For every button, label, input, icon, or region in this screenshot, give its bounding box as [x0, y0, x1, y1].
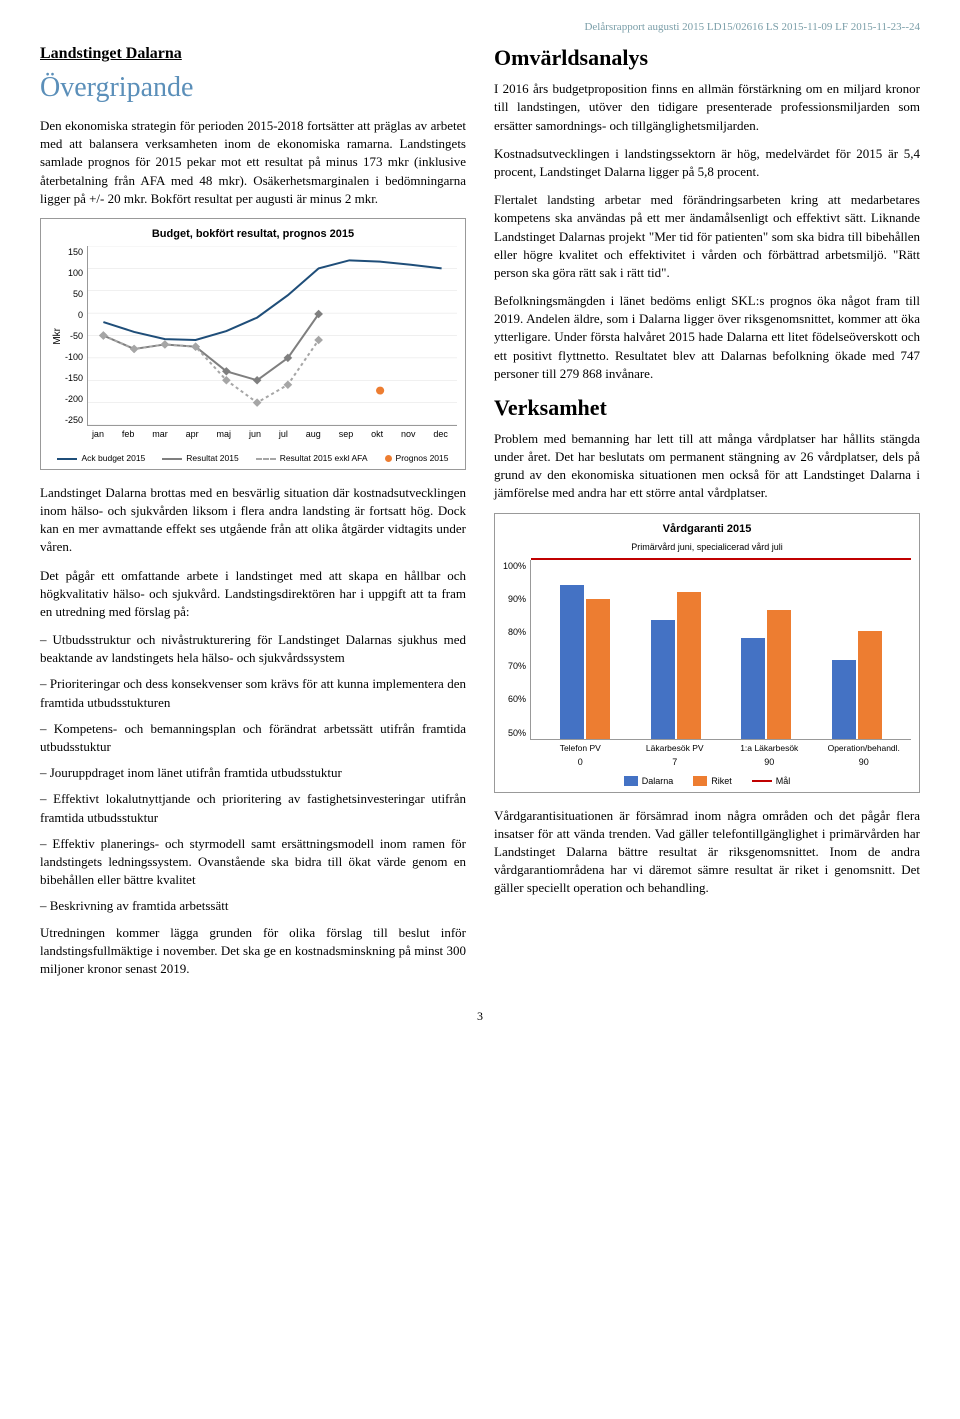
- x-categories: Telefon PVLäkarbesök PV1:a LäkarbesökOpe…: [533, 743, 911, 755]
- bullet: – Jouruppdraget inom länet utifrån framt…: [40, 764, 466, 782]
- paragraph: Kostnadsutvecklingen i landstingssektorn…: [494, 145, 920, 181]
- two-column-layout: Landstinget Dalarna Övergripande Den eko…: [40, 43, 920, 988]
- bullet: – Prioriteringar och dess konsekvenser s…: [40, 675, 466, 711]
- section-title-omvarld: Omvärldsanalys: [494, 43, 920, 74]
- legend-ack-budget: Ack budget 2015: [57, 453, 145, 465]
- legend-dalarna: Dalarna: [624, 775, 674, 788]
- legend-prognos: Prognos 2015: [385, 453, 449, 465]
- legend-label: Riket: [711, 775, 732, 788]
- legend-label: Dalarna: [642, 775, 674, 788]
- legend-riket: Riket: [693, 775, 732, 788]
- section-title-overgripande: Övergripande: [40, 68, 466, 107]
- legend-label: Mål: [776, 775, 791, 788]
- chart-title: Budget, bokfört resultat, prognos 2015: [49, 227, 457, 242]
- bullet: – Effektiv planerings- och styrmodell sa…: [40, 835, 466, 890]
- paragraph: I 2016 års budgetproposition finns en al…: [494, 80, 920, 135]
- paragraph: Flertalet landsting arbetar med förändri…: [494, 191, 920, 282]
- page-number: 3: [40, 1008, 920, 1025]
- bar-legend: Dalarna Riket Mål: [503, 775, 911, 788]
- legend-label: Resultat 2015 exkl AFA: [280, 453, 368, 465]
- legend-mal: Mål: [752, 775, 791, 788]
- section-title-verksamhet: Verksamhet: [494, 393, 920, 424]
- paragraph: Landstinget Dalarna brottas med en besvä…: [40, 484, 466, 557]
- paragraph: Vårdgarantisituationen är försämrad inom…: [494, 807, 920, 898]
- paragraph: Det pågår ett omfattande arbete i landst…: [40, 567, 466, 622]
- bullet: – Effektivt lokalutnyttjande och priorit…: [40, 790, 466, 826]
- y-ticks: 150100500-50-100-150-200-250: [65, 246, 87, 426]
- left-column: Landstinget Dalarna Övergripande Den eko…: [40, 43, 466, 988]
- bullet: – Utbudsstruktur och nivåstrukturering f…: [40, 631, 466, 667]
- paragraph: Den ekonomiska strategin för perioden 20…: [40, 117, 466, 208]
- vardgaranti-chart: Vårdgaranti 2015 Primärvård juni, specia…: [494, 513, 920, 793]
- bullet: – Kompetens- och bemanningsplan och förä…: [40, 720, 466, 756]
- legend-resultat: Resultat 2015: [162, 453, 238, 465]
- chart-subtitle: Primärvård juni, specialicerad vård juli: [503, 541, 911, 554]
- right-column: Omvärldsanalys I 2016 års budgetproposit…: [494, 43, 920, 988]
- budget-result-chart: Budget, bokfört resultat, prognos 2015 M…: [40, 218, 466, 470]
- y-axis-label: Mkr: [49, 328, 65, 345]
- swatch: [385, 455, 392, 462]
- swatch: [256, 458, 276, 460]
- x-values: 079090: [533, 756, 911, 769]
- swatch: [162, 458, 182, 460]
- header-meta: Delårsrapport augusti 2015 LD15/02616 LS…: [40, 20, 920, 35]
- chart-title: Vårdgaranti 2015: [503, 522, 911, 537]
- swatch: [57, 458, 77, 460]
- bar-plot: [530, 560, 911, 740]
- swatch: [693, 776, 707, 786]
- paragraph: Utredningen kommer lägga grunden för oli…: [40, 924, 466, 979]
- paragraph: Befolkningsmängden i länet bedöms enligt…: [494, 292, 920, 383]
- legend-label: Resultat 2015: [186, 453, 238, 465]
- legend-label: Ack budget 2015: [81, 453, 145, 465]
- x-ticks: janfebmaraprmajjunjulaugsepoktnovdec: [83, 428, 457, 441]
- plot-area: [87, 246, 457, 426]
- swatch: [752, 780, 772, 782]
- org-title: Landstinget Dalarna: [40, 43, 466, 65]
- swatch: [624, 776, 638, 786]
- y-ticks: 100%90%80%70%60%50%: [503, 560, 530, 740]
- chart-legend: Ack budget 2015 Resultat 2015 Resultat 2…: [49, 449, 457, 465]
- bullet: – Beskrivning av framtida arbetssätt: [40, 897, 466, 915]
- legend-label: Prognos 2015: [396, 453, 449, 465]
- paragraph: Problem med bemanning har lett till att …: [494, 430, 920, 503]
- legend-resultat-exkl: Resultat 2015 exkl AFA: [256, 453, 368, 465]
